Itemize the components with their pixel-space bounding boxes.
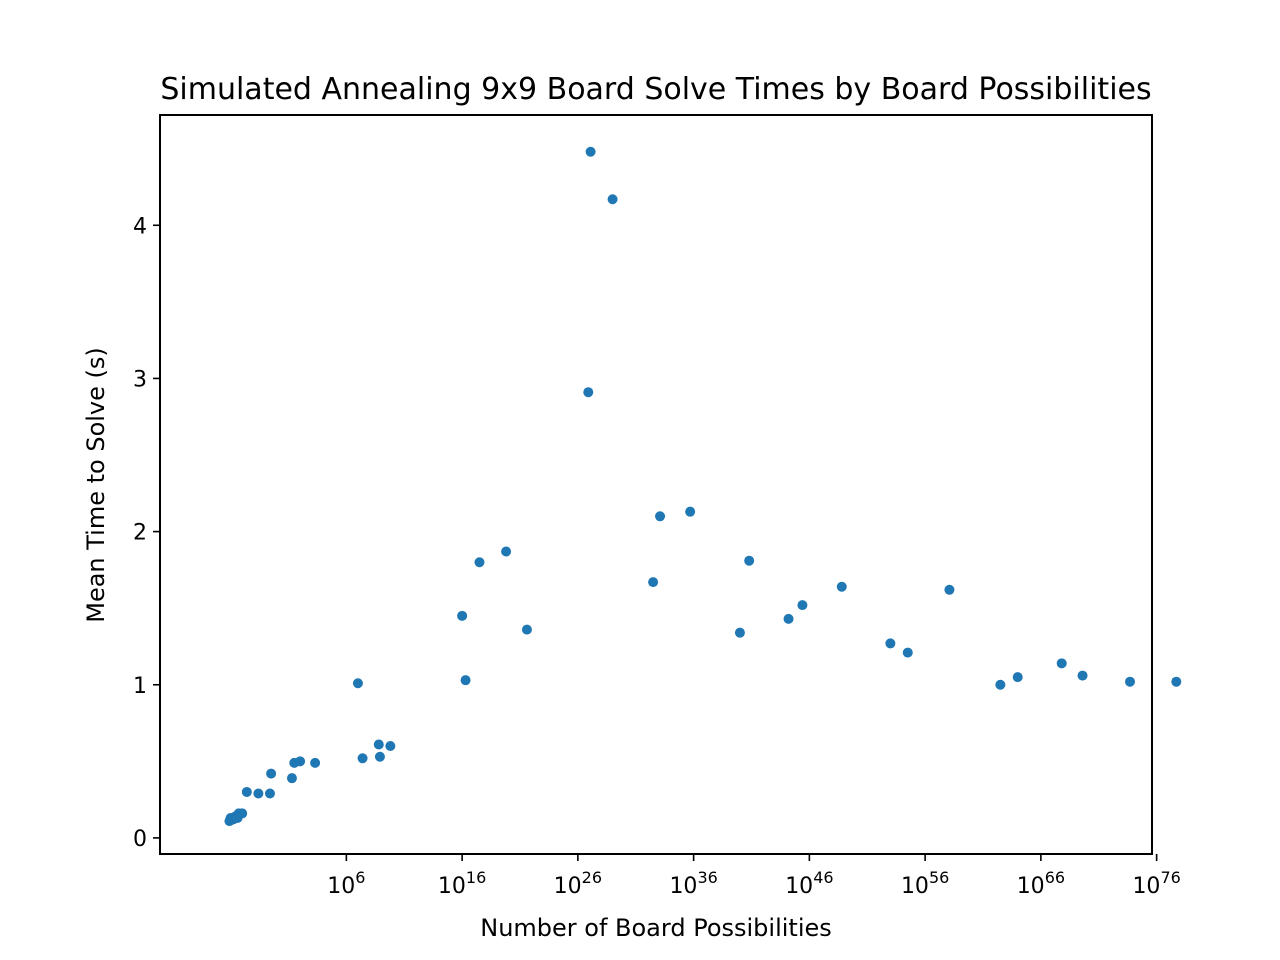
data-point	[783, 613, 794, 624]
data-point	[836, 581, 847, 592]
data-point	[374, 751, 385, 762]
data-point	[1171, 676, 1182, 687]
x-tick-label: 1076	[1132, 868, 1180, 899]
y-tick-label: 4	[133, 214, 147, 239]
data-point	[286, 773, 297, 784]
data-point	[501, 546, 512, 557]
data-point	[385, 741, 396, 752]
y-tick-label: 2	[133, 521, 147, 546]
data-point	[310, 757, 321, 768]
y-tick-label: 1	[133, 674, 147, 699]
data-point	[357, 753, 368, 764]
y-tick-label: 0	[133, 827, 147, 852]
x-tick-label: 106	[327, 868, 365, 899]
data-point	[995, 679, 1006, 690]
data-point	[648, 577, 659, 588]
data-point	[1012, 672, 1023, 683]
x-tick-label: 1056	[901, 868, 949, 899]
data-point	[241, 786, 252, 797]
data-point	[607, 194, 618, 205]
x-tick-label: 1066	[1017, 868, 1065, 899]
data-point	[474, 557, 485, 568]
data-point	[655, 511, 666, 522]
data-point	[521, 624, 532, 635]
chart-title: Simulated Annealing 9x9 Board Solve Time…	[160, 72, 1151, 107]
data-point	[685, 506, 696, 517]
x-axis-label: Number of Board Possibilities	[480, 914, 832, 942]
data-point	[797, 600, 808, 611]
x-tick-label: 1016	[438, 868, 486, 899]
data-point	[264, 788, 275, 799]
data-point	[460, 675, 471, 686]
data-point	[266, 768, 277, 779]
data-point	[295, 756, 306, 767]
data-point	[352, 678, 363, 689]
x-tick-label: 1036	[669, 868, 717, 899]
data-point	[744, 555, 755, 566]
x-tick-label: 1026	[554, 868, 602, 899]
data-point	[253, 788, 264, 799]
plot-area-frame	[159, 114, 1153, 855]
y-axis: 0 1 2 3 4	[133, 214, 160, 852]
data-point	[457, 610, 468, 621]
data-point	[583, 387, 594, 398]
data-point	[1077, 670, 1088, 681]
x-tick-label: 1046	[785, 868, 833, 899]
data-point	[944, 584, 955, 595]
data-point	[373, 739, 384, 750]
data-points	[224, 146, 1182, 827]
data-point	[1056, 658, 1067, 669]
data-point	[885, 638, 896, 649]
data-point	[585, 146, 596, 157]
data-point	[734, 627, 745, 638]
x-axis: 106 1016 1026 1036 1046 1056 1066 1076	[327, 854, 1181, 899]
y-tick-label: 3	[133, 367, 147, 392]
data-point	[237, 808, 248, 819]
data-point	[902, 647, 913, 658]
y-axis-label: Mean Time to Solve (s)	[82, 347, 110, 623]
data-point	[1125, 676, 1136, 687]
